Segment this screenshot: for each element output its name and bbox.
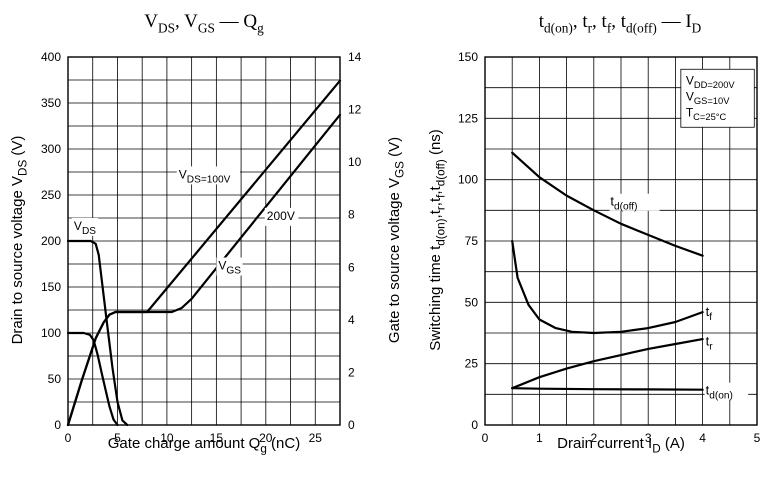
annotation-bg xyxy=(216,257,243,276)
series-line xyxy=(511,338,704,390)
y-tick-label: 400 xyxy=(41,50,61,64)
x-tick-label: 25 xyxy=(309,431,323,445)
x-tick-label: 2 xyxy=(590,431,597,445)
y-tick-label: 300 xyxy=(41,142,61,156)
y2-tick-label: 8 xyxy=(348,208,355,222)
x-tick-label: 1 xyxy=(536,431,543,445)
x-tick-label: 4 xyxy=(699,431,706,445)
y2-tick-label: 6 xyxy=(348,260,355,274)
x-tick-label: 15 xyxy=(210,431,224,445)
series-annotation: tr​ xyxy=(706,334,714,353)
x-tick-label: 20 xyxy=(259,431,273,445)
y2-tick-label: 0 xyxy=(348,418,355,432)
y2-tick-label: 12 xyxy=(348,103,362,117)
y-tick-label: 350 xyxy=(41,96,61,110)
chart-vds-vgs-qg: 0 5 10 15 20 25050100150200250300350400024681… xyxy=(9,11,407,456)
x-tick-label: 3 xyxy=(645,431,652,445)
chart-title: VDS, VGS — Qg​ xyxy=(144,11,264,36)
series-line xyxy=(511,151,704,257)
y-tick-label: 0 xyxy=(471,418,478,432)
series-line xyxy=(66,79,342,427)
annotation-bg xyxy=(704,304,722,322)
series-line xyxy=(511,239,704,335)
condition-text: VGS=10V​ xyxy=(686,89,730,106)
y2-tick-label: 10 xyxy=(348,155,362,169)
y2-tick-label: 14 xyxy=(348,50,362,64)
series-line xyxy=(66,331,119,427)
x-tick-label: 0 xyxy=(482,431,489,445)
y-tick-label: 125 xyxy=(458,111,478,125)
series-annotation: td(off)​ xyxy=(610,194,637,213)
series-annotation: tf​ xyxy=(706,304,713,323)
y-tick-label: 100 xyxy=(458,173,478,187)
x-tick-label: 5 xyxy=(754,431,761,445)
y-tick-label: 100 xyxy=(41,326,61,340)
plot-frame xyxy=(484,56,758,426)
annotation-bg xyxy=(704,333,722,351)
y-tick-label: 50 xyxy=(465,295,479,309)
y2-tick-label: 2 xyxy=(348,365,355,379)
series-annotation: VGS​ xyxy=(218,259,241,277)
condition-text: VDD=200V​ xyxy=(686,73,736,90)
conditions-box xyxy=(680,68,755,128)
series-annotation: 200V xyxy=(267,209,295,223)
annotation-bg xyxy=(176,166,240,185)
x-axis-label: Drain current ID (A) xyxy=(557,435,685,456)
series-annotation: VDS​ xyxy=(74,219,96,237)
y-tick-label: 250 xyxy=(41,188,61,202)
series-line xyxy=(511,387,704,391)
condition-text: TC=25°C​ xyxy=(686,105,727,122)
y-tick-label: 150 xyxy=(41,280,61,294)
y-tick-label: 25 xyxy=(465,357,479,371)
y-tick-label: 0 xyxy=(54,418,61,432)
y-tick-label: 200 xyxy=(41,234,61,248)
annotation-bg xyxy=(71,217,99,236)
annotation-bg xyxy=(609,193,660,211)
annotation-bg xyxy=(264,207,299,226)
y-axis-label: Switching time td(on),tr,tf,td(off) (ns) xyxy=(427,129,448,351)
series-line xyxy=(66,113,342,427)
x-tick-label: 5 xyxy=(114,431,121,445)
series-line xyxy=(66,239,129,427)
series-annotation: td(on)​ xyxy=(706,383,733,402)
chart-title: td(on), tr, tf, td(off) — ID​ xyxy=(539,11,702,36)
series-annotation: VDS=100V​ xyxy=(179,167,231,185)
y-axis-label: Drain to source voltage VDS (V) xyxy=(9,136,30,345)
y-tick-label: 150 xyxy=(458,50,478,64)
y-tick-label: 50 xyxy=(48,372,62,386)
y2-tick-label: 4 xyxy=(348,313,355,327)
annotation-bg xyxy=(704,382,749,400)
y2-axis-label: Gate to source voltage VGS (V) xyxy=(386,137,407,343)
chart-switching-time-id: 0123450255075100125150VDD=200V​VGS=10V​T… xyxy=(427,11,761,456)
y-tick-label: 75 xyxy=(465,234,479,248)
x-axis-label: Gate charge amount Qg (nC) xyxy=(108,435,300,456)
x-tick-label: 0 xyxy=(65,431,72,445)
x-tick-label: 10 xyxy=(160,431,174,445)
